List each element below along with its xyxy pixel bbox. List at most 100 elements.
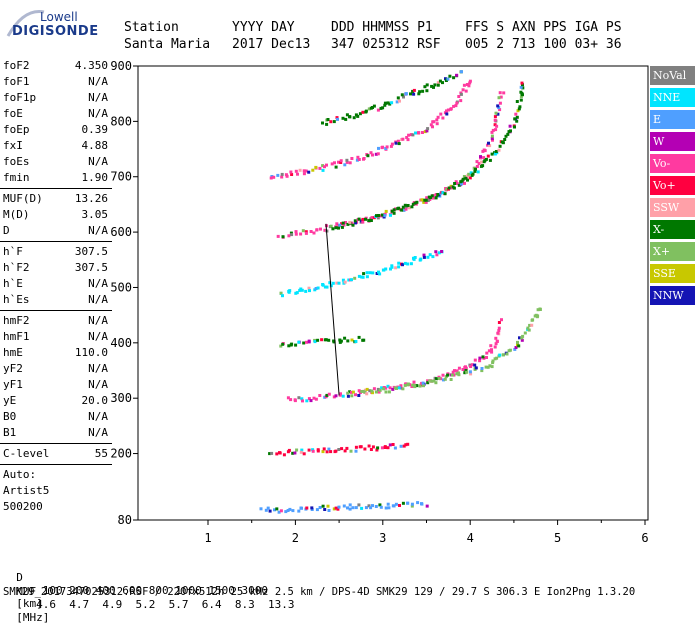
param-row-foF2: foF2 4.350 — [0, 58, 112, 74]
echo-point — [322, 447, 326, 451]
echo-point — [307, 397, 311, 401]
profile-line — [325, 223, 340, 396]
echo-point — [305, 399, 309, 403]
echo-point — [407, 133, 411, 137]
echo-point — [446, 108, 450, 112]
echo-point — [486, 143, 490, 147]
echo-point — [489, 344, 493, 348]
echo-point — [285, 174, 289, 178]
echo-point — [345, 158, 349, 162]
echo-point — [293, 451, 297, 455]
echo-point — [325, 163, 328, 167]
echo-point — [323, 285, 327, 289]
echo-point — [425, 504, 429, 508]
echo-point — [357, 503, 361, 507]
legend-item-w: W — [650, 132, 695, 151]
echo-point — [320, 338, 324, 342]
echo-point — [401, 501, 405, 505]
echo-point — [357, 335, 361, 339]
echo-point — [279, 344, 283, 348]
legend-item-nne: NNE — [650, 88, 695, 107]
echo-point — [388, 102, 392, 106]
echo-point — [342, 504, 346, 508]
echo-point — [376, 446, 380, 450]
param-row-Clevel: C-level 55 — [0, 446, 112, 462]
echo-point — [381, 106, 385, 110]
echo-point — [462, 83, 466, 87]
echo-point — [441, 373, 445, 377]
echo-point — [439, 112, 443, 116]
echo-point — [363, 447, 367, 451]
echo-point — [449, 107, 453, 111]
echo-point — [462, 175, 466, 178]
echo-point — [357, 274, 361, 278]
echo-point — [441, 116, 445, 120]
echo-point — [436, 81, 440, 85]
echo-point — [494, 150, 498, 153]
legend-item-sse: SSE — [650, 264, 695, 283]
echo-point — [433, 83, 437, 87]
param-key: hmF2 — [3, 314, 30, 327]
echo-point — [495, 356, 499, 360]
echo-point — [286, 509, 290, 512]
echo-point — [422, 384, 425, 388]
echo-point — [416, 501, 420, 505]
echo-point — [432, 85, 435, 89]
echo-point — [378, 272, 382, 276]
echo-point — [354, 221, 358, 225]
echo-point — [498, 353, 502, 357]
echo-point — [386, 446, 390, 450]
echo-point — [358, 112, 362, 116]
echo-point — [425, 196, 429, 200]
echo-point — [314, 397, 318, 401]
echo-point — [449, 184, 453, 188]
echo-point — [318, 166, 322, 170]
echo-point — [497, 96, 501, 100]
echo-point — [319, 227, 322, 231]
echo-point — [318, 506, 322, 509]
echo-point — [411, 202, 415, 206]
echo-point — [473, 358, 477, 362]
echo-point — [491, 128, 495, 132]
echo-point — [397, 386, 401, 390]
echo-point — [465, 370, 469, 374]
muf-row: MUF 4.6 4.7 4.9 5.2 5.7 6.4 8.3 13.3 [MH… — [3, 572, 301, 624]
echo-point — [389, 267, 392, 271]
param-row-foE: foE N/A — [0, 106, 112, 122]
echo-point — [426, 127, 430, 131]
header-time-label: DDD HHMMSS P1 — [331, 20, 433, 35]
echo-point — [384, 209, 388, 213]
echo-point — [406, 138, 410, 142]
echo-point — [410, 205, 414, 209]
echo-point — [474, 167, 477, 171]
param-value: N/A — [88, 314, 108, 327]
echo-point — [498, 144, 502, 148]
echo-point — [291, 451, 295, 455]
echo-point — [321, 164, 325, 168]
echo-point — [436, 115, 440, 119]
echo-point — [377, 390, 381, 394]
echo-point — [377, 214, 381, 217]
logo-line1: Lowell — [40, 10, 78, 24]
echo-point — [376, 152, 380, 156]
echo-point — [294, 169, 298, 173]
echo-point — [304, 169, 308, 173]
echo-point — [411, 133, 415, 137]
echo-point — [365, 392, 369, 396]
echo-point — [417, 131, 421, 135]
echo-point — [491, 359, 495, 363]
echo-point — [367, 444, 371, 448]
echo-point — [406, 262, 410, 266]
echo-point — [468, 176, 472, 180]
echo-point — [279, 509, 283, 513]
echo-point — [430, 194, 434, 198]
echo-point — [457, 371, 460, 375]
param-value: N/A — [88, 378, 108, 391]
echo-point — [294, 232, 298, 236]
echo-point — [361, 389, 365, 393]
echo-point — [434, 196, 438, 200]
echo-point — [290, 173, 294, 176]
echo-point — [469, 365, 473, 368]
echo-point — [397, 265, 401, 269]
echo-point — [389, 213, 392, 217]
